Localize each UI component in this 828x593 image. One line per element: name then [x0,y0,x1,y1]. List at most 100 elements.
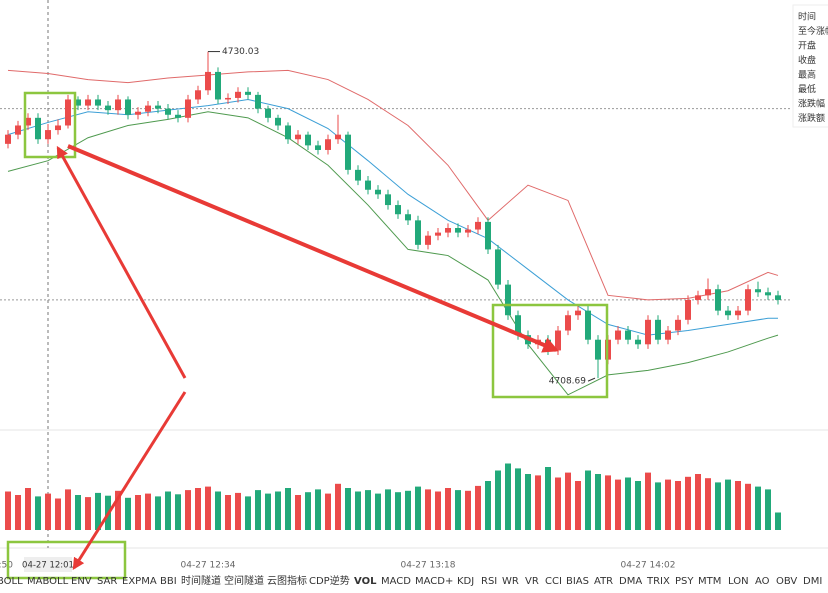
volume-bar [195,488,201,530]
volume-bar [45,493,51,530]
volume-bar [435,491,441,530]
indicator-tab[interactable]: 空间隧道 [224,574,264,587]
indicator-tab[interactable]: AO [755,576,770,587]
x-tick-label: 04-27 13:18 [401,561,456,571]
indicator-tab[interactable]: 云图指标 [267,574,307,587]
volume-bar [205,486,211,530]
indicator-tab[interactable]: MABOLL [27,576,69,587]
indicator-tab[interactable]: BBI [160,576,177,587]
candle-body [715,289,721,311]
volume-bar [155,496,161,530]
candle-body [35,117,41,140]
bollinger-mid [7,98,778,336]
volume-bar [685,476,691,530]
volume-bar [565,472,571,530]
indicator-tab[interactable]: WR [502,576,519,587]
indicator-tab[interactable]: SAR [97,576,117,587]
candle-body [295,134,301,140]
indicator-tab[interactable]: ENV [71,576,92,587]
x-tick-label: 04-27 14:02 [621,561,676,571]
indicator-tab[interactable]: MTM [698,576,721,587]
volume-bar [605,475,611,530]
candle-body [755,289,761,293]
volume-bar [775,512,781,530]
indicator-tab[interactable]: CDP逆势 [309,574,350,587]
volume-bar [485,481,491,530]
indicator-tab[interactable]: BIAS [566,576,589,587]
indicator-tab[interactable]: DMA [619,576,642,587]
volume-bar [495,470,501,530]
min-label: 4708.69 [549,377,586,387]
candle-body [425,235,431,245]
indicator-tab[interactable]: DMI [803,576,822,587]
crosshair-tag [24,557,72,572]
indicator-tab[interactable]: KDJ [457,576,474,587]
volume-bar [515,468,521,530]
min-pointer [587,377,596,382]
indicator-tab[interactable]: TRIX [646,576,670,587]
volume-bar [165,491,171,530]
volume-bar [675,481,681,530]
volume-bar [175,494,181,530]
indicator-tab[interactable]: MACD+ [415,576,453,587]
candle-body [65,99,71,126]
indicator-tab[interactable]: BOLL [0,576,23,587]
candle-body [455,228,461,233]
indicator-tab[interactable]: VR [525,576,539,587]
volume-bar [245,496,251,530]
bollinger-lower [7,111,779,396]
volume-bar [95,492,101,530]
volume-bar [475,485,481,530]
indicator-tab[interactable]: MACD [381,576,411,587]
candle-body [55,125,61,131]
candle-body [595,339,601,360]
candle-body [695,295,701,300]
indicator-tab[interactable]: EXPMA [122,576,157,587]
candle-body [355,169,361,181]
volume-bar [305,492,311,530]
candle-body [685,299,691,320]
indicator-tab[interactable]: OBV [776,576,797,587]
volume-bar [665,479,671,530]
indicator-tab[interactable]: CCI [545,576,562,587]
info-label: 最高 [798,69,816,81]
volume-bar [725,479,731,530]
max-label: 4730.03 [222,47,259,57]
volume-bar [185,490,191,530]
info-panel [792,4,828,128]
highlight-box [23,91,77,159]
candle-body [275,117,281,126]
candle-body [395,205,401,215]
volume-bar [585,470,591,530]
candle-body [245,91,251,95]
info-label: 时间 [798,11,816,23]
indicator-tab[interactable]: ATR [594,576,613,587]
indicator-tab[interactable]: PSY [675,576,694,587]
volume-bar [615,479,621,530]
volume-bar [235,492,241,530]
volume-bar [315,489,321,530]
candle-body [205,71,211,91]
candle-body [115,99,121,111]
volume-bar [735,481,741,530]
candle-body [725,310,731,316]
volume-bar [125,497,131,530]
bollinger-upper [7,69,779,301]
info-label: 最低 [798,83,816,95]
candle-body [235,91,241,98]
indicator-tab[interactable]: VOL [354,576,377,587]
indicator-tab[interactable]: LON [728,576,749,587]
candle-body [665,330,671,340]
indicator-tab[interactable]: RSI [481,576,497,587]
volume-bar [295,495,301,530]
indicator-tab[interactable]: 时间隧道 [181,574,221,587]
info-label: 涨跌幅 [798,98,825,110]
candle-body [105,105,111,111]
volume-bar [695,474,701,530]
candle-body [215,71,221,100]
volume-bar [625,477,631,530]
volume-bar [505,463,511,530]
volume-bar [25,488,31,530]
candle-body [75,99,81,106]
